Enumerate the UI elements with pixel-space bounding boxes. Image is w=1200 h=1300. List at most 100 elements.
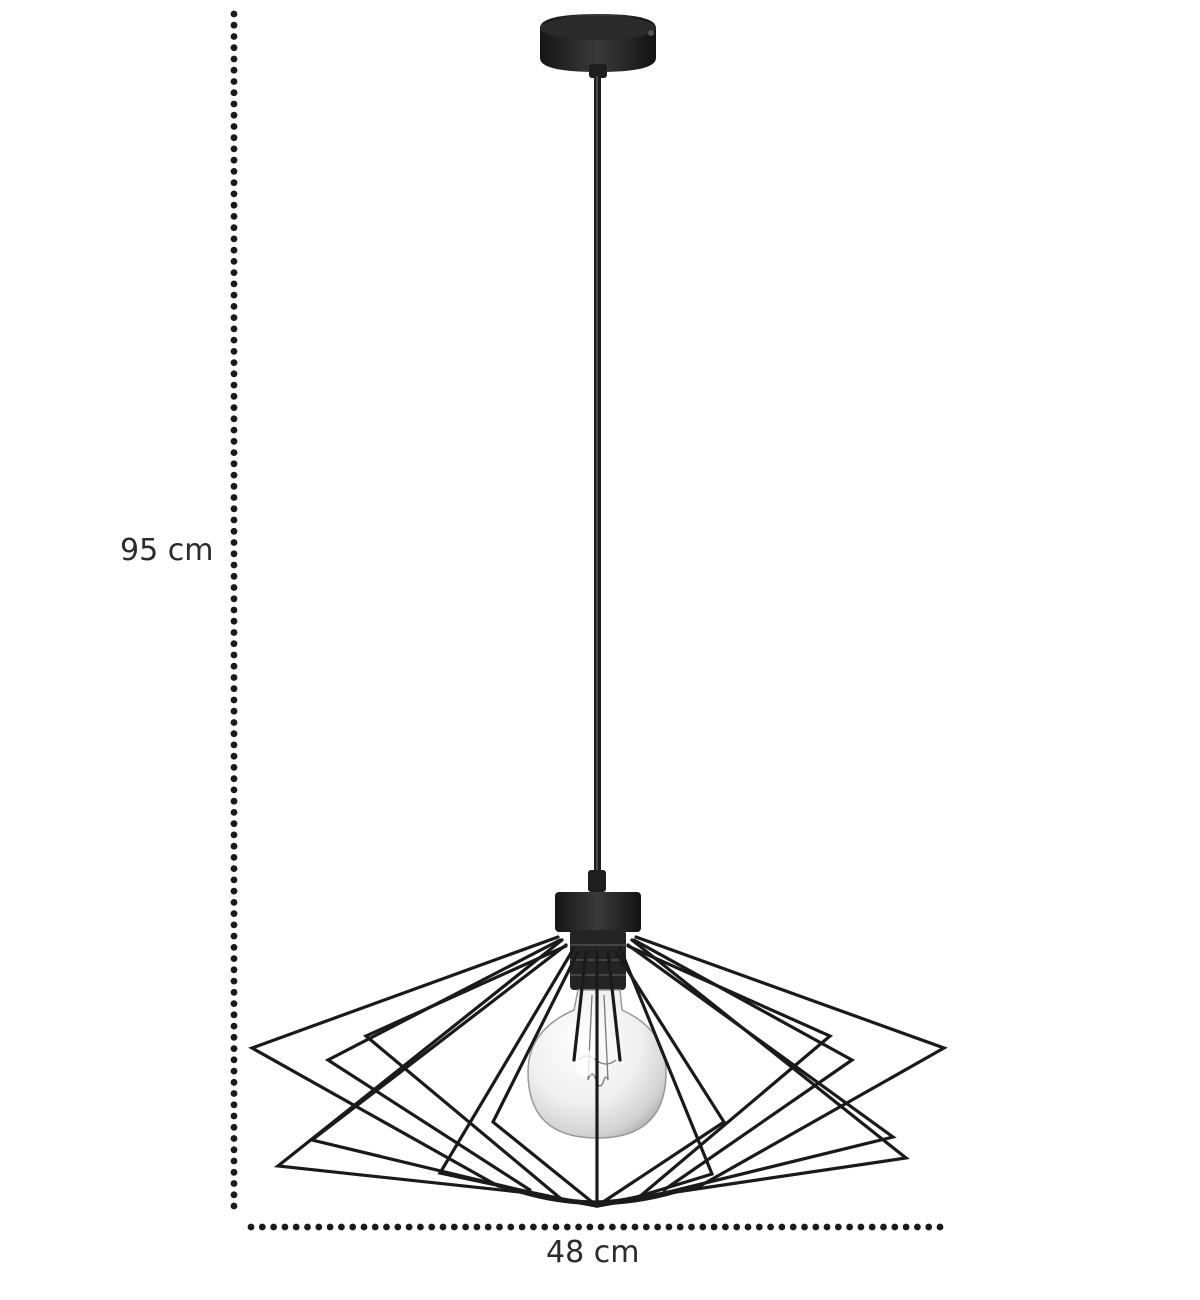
dimension-dot: [230, 190, 238, 198]
dimension-dot: [230, 932, 238, 940]
dimension-dot: [304, 1223, 311, 1231]
dimension-dot: [834, 1223, 842, 1231]
dimension-dot: [230, 809, 238, 816]
dimension-dot: [230, 246, 238, 254]
dimension-dot: [631, 1223, 639, 1231]
dimension-dot: [699, 1223, 707, 1231]
dimension-dot: [230, 392, 238, 400]
dimension-dot: [230, 314, 238, 321]
dimension-dot: [230, 1067, 238, 1075]
dimension-dot: [230, 797, 238, 805]
dimension-dot: [925, 1223, 933, 1231]
dimension-dot: [230, 595, 238, 603]
dimension-dot: [349, 1223, 357, 1231]
dimension-dot: [230, 280, 238, 288]
dimension-dot: [230, 505, 238, 513]
dimension-dot: [230, 1146, 238, 1154]
dimension-dot: [230, 471, 238, 479]
dimension-dot: [230, 123, 238, 130]
dimension-dot: [230, 179, 238, 187]
dimension-dot: [230, 359, 238, 366]
dimension-dot: [230, 55, 238, 63]
dimension-dot: [230, 415, 238, 423]
dimension-dot: [620, 1223, 628, 1231]
dimension-dot: [755, 1223, 763, 1231]
dimension-dot: [230, 707, 238, 715]
dimension-dot: [230, 899, 238, 906]
dimension-dot: [688, 1223, 695, 1231]
dimension-dot: [230, 617, 238, 625]
width-dimension-line: [247, 1223, 944, 1231]
dimension-dot: [230, 1101, 238, 1109]
dimension-dot: [230, 494, 238, 501]
dimension-dot: [230, 876, 238, 884]
dimension-dot: [230, 854, 238, 861]
dimension-dot: [230, 1202, 238, 1210]
dimension-dot: [846, 1223, 853, 1231]
dimension-dot: [326, 1223, 334, 1231]
dimension-dot: [417, 1223, 424, 1231]
dimension-dot: [230, 527, 238, 535]
dimension-dot: [230, 640, 238, 648]
dimension-dot: [767, 1223, 774, 1231]
dimension-dot: [230, 752, 238, 760]
dimension-dot: [778, 1223, 786, 1231]
dimension-dot: [230, 674, 238, 681]
dimension-dot: [292, 1223, 300, 1231]
dimension-dot: [230, 741, 238, 749]
dimension-dot: [230, 111, 238, 119]
dimension-dot: [597, 1223, 605, 1231]
dimension-dot: [230, 1056, 238, 1064]
wire-cage-shade: [248, 935, 948, 1208]
dimension-dot: [936, 1223, 944, 1231]
dimension-dot: [230, 89, 238, 97]
dimension-dot: [230, 831, 238, 839]
dimension-dot: [496, 1223, 503, 1231]
dimension-dot: [230, 1168, 238, 1176]
dimension-dot: [230, 887, 238, 895]
dimension-dot: [230, 325, 238, 333]
dimension-dot: [394, 1223, 402, 1231]
dimension-dot: [914, 1223, 921, 1231]
dimension-dot: [230, 1135, 238, 1142]
dimension-dot: [230, 1045, 238, 1052]
dimension-dot: [230, 1123, 238, 1131]
dimension-dot: [230, 820, 238, 828]
dimension-dot: [230, 842, 238, 850]
dimension-dot: [230, 449, 238, 456]
dimension-dot: [230, 224, 238, 232]
dimension-dot: [812, 1223, 820, 1231]
height-dimension-line: [230, 10, 238, 1210]
dimension-dot: [230, 1090, 238, 1097]
dimension-dot: [484, 1223, 492, 1231]
dimension-dot: [857, 1223, 865, 1231]
dimension-dot: [230, 482, 238, 490]
dimension-dot: [230, 201, 238, 209]
dimension-dot: [541, 1223, 549, 1231]
dimension-dot: [230, 988, 238, 996]
dimension-dot: [230, 235, 238, 243]
dimension-dot: [230, 662, 238, 670]
dimension-dot: [230, 213, 238, 220]
dimension-dot: [428, 1223, 436, 1231]
dimension-dot: [230, 10, 238, 18]
dimension-dot: [230, 865, 238, 872]
dimension-dot: [230, 404, 238, 411]
dimension-dot: [230, 1000, 238, 1007]
dimension-dot: [575, 1223, 582, 1231]
dimension-dot: [230, 572, 238, 580]
dimension-dot: [270, 1223, 277, 1231]
dimension-dot: [230, 921, 238, 929]
dimension-dot: [563, 1223, 571, 1231]
dimension-dot: [473, 1223, 481, 1231]
dimension-dot: [665, 1223, 673, 1231]
dimension-dot: [338, 1223, 345, 1231]
dimension-dot: [230, 303, 238, 310]
dimension-dot: [801, 1223, 808, 1231]
dimension-dot: [230, 651, 238, 659]
dimension-dot: [462, 1223, 469, 1231]
dimension-dot: [891, 1223, 899, 1231]
suspension-cable: [594, 76, 601, 876]
dimension-dot: [733, 1223, 741, 1231]
